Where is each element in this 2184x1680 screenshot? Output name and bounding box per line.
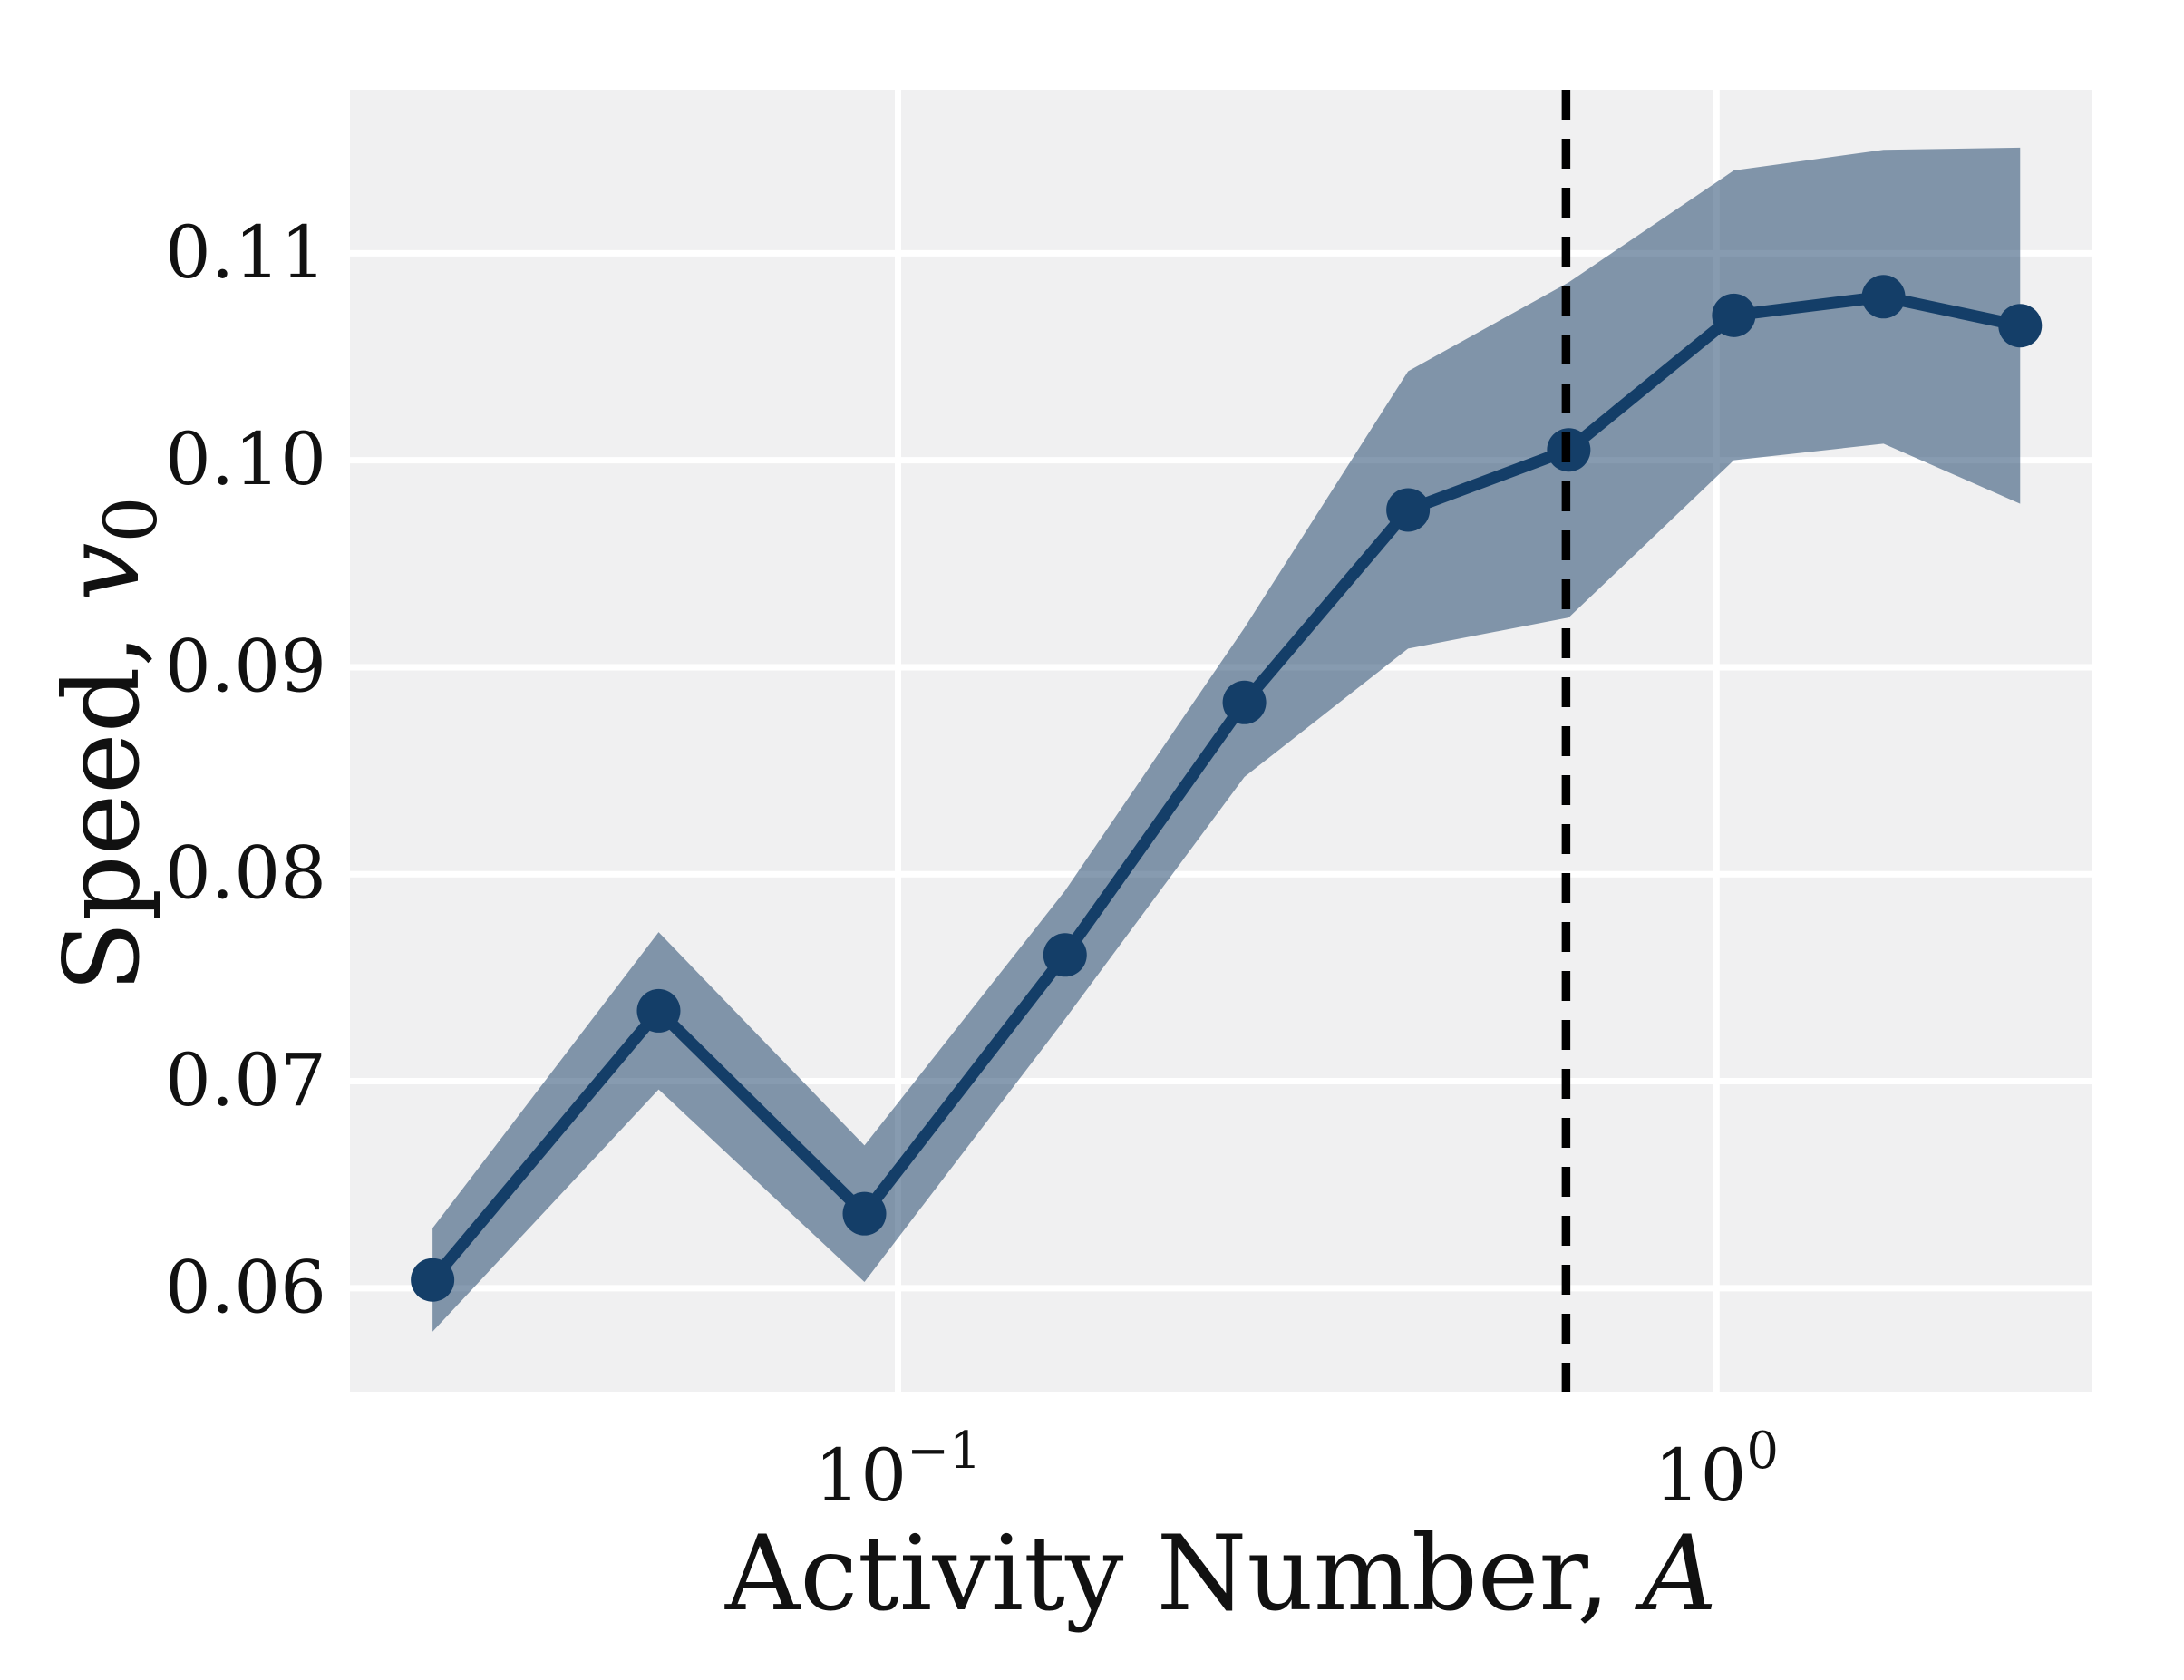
x-tick-label-10^0: 100	[1655, 1422, 1779, 1518]
data-point-8	[1712, 293, 1756, 337]
y-tick-label-0.11: 0.11	[165, 210, 326, 295]
x-axis-label: Activity Number, A	[724, 1513, 1717, 1634]
y-tick-label-0.06: 0.06	[165, 1245, 326, 1329]
y-tick-label-0.07: 0.07	[165, 1038, 326, 1122]
y-tick-label-0.10: 0.10	[165, 417, 326, 501]
confidence-band	[432, 147, 2021, 1332]
data-point-10	[1998, 304, 2043, 348]
data-point-9	[1861, 275, 1906, 319]
y-tick-label-0.09: 0.09	[165, 624, 326, 708]
data-point-1	[411, 1258, 455, 1302]
y-tick-label-0.08: 0.08	[165, 831, 326, 916]
data-point-4	[1043, 933, 1087, 977]
data-point-3	[842, 1191, 887, 1236]
data-point-2	[636, 988, 681, 1033]
data-point-5	[1222, 680, 1267, 724]
mean-speed-line	[428, 290, 2022, 1284]
y-axis-label: Speed, v0	[42, 497, 173, 993]
x-tick-label-10^−1: 10−1	[814, 1422, 981, 1518]
data-point-6	[1386, 488, 1431, 532]
